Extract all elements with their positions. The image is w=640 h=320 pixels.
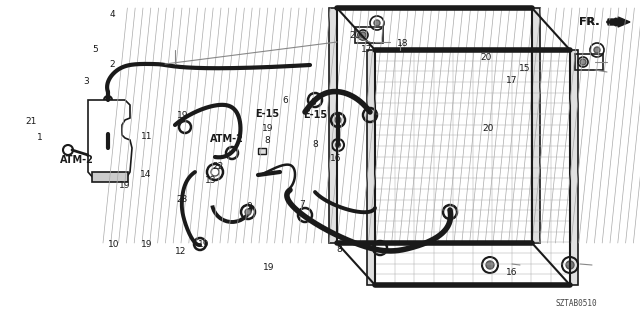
Text: 16: 16 <box>330 154 342 163</box>
Text: FR.: FR. <box>579 17 600 27</box>
Text: 17: 17 <box>506 76 518 84</box>
FancyArrow shape <box>608 17 630 27</box>
Circle shape <box>486 261 494 269</box>
Bar <box>355 27 383 43</box>
Text: 13: 13 <box>205 176 217 185</box>
Circle shape <box>374 20 380 26</box>
Circle shape <box>105 109 111 115</box>
Text: 19: 19 <box>119 181 131 190</box>
Text: E-15: E-15 <box>255 108 280 119</box>
Circle shape <box>104 99 111 106</box>
Bar <box>570 50 578 285</box>
Circle shape <box>245 209 251 215</box>
Bar <box>103 118 113 134</box>
Text: 22: 22 <box>212 162 223 171</box>
Text: 7: 7 <box>300 200 305 209</box>
Circle shape <box>566 261 574 269</box>
Text: 12: 12 <box>175 247 186 256</box>
Bar <box>367 50 375 285</box>
Text: 19: 19 <box>262 124 273 132</box>
Text: SZTAB0510: SZTAB0510 <box>555 299 596 308</box>
Text: 21: 21 <box>25 117 36 126</box>
Text: 10: 10 <box>108 240 120 249</box>
Text: 19: 19 <box>141 240 153 249</box>
Text: 8: 8 <box>265 136 270 145</box>
Text: 9: 9 <box>247 202 252 211</box>
Text: 16: 16 <box>506 268 518 277</box>
Text: 23: 23 <box>177 196 188 204</box>
Text: 1: 1 <box>37 133 42 142</box>
Circle shape <box>594 47 600 53</box>
Text: 4: 4 <box>109 10 115 19</box>
Text: 19: 19 <box>177 111 188 120</box>
Text: 11: 11 <box>141 132 153 140</box>
Bar <box>532 8 540 243</box>
Text: ATM-2: ATM-2 <box>211 134 244 144</box>
Bar <box>329 8 337 243</box>
Circle shape <box>335 142 340 148</box>
Text: FR.: FR. <box>579 17 600 27</box>
Text: 8: 8 <box>311 98 316 107</box>
Text: 8: 8 <box>337 245 342 254</box>
Polygon shape <box>88 100 132 180</box>
Text: 15: 15 <box>519 64 531 73</box>
Text: ATM-2: ATM-2 <box>60 155 93 165</box>
Circle shape <box>335 117 341 123</box>
Bar <box>575 54 603 70</box>
Text: 20: 20 <box>349 31 361 40</box>
Circle shape <box>580 59 586 65</box>
Text: 20: 20 <box>481 53 492 62</box>
Text: 20: 20 <box>482 124 493 132</box>
Circle shape <box>360 32 366 38</box>
Text: 8: 8 <box>312 140 317 148</box>
Text: 5: 5 <box>92 45 97 54</box>
Text: 17: 17 <box>361 45 372 54</box>
Text: 6: 6 <box>282 96 287 105</box>
Text: E-15: E-15 <box>303 110 327 120</box>
Text: 3: 3 <box>84 77 89 86</box>
Bar <box>92 172 128 182</box>
Text: 14: 14 <box>140 170 152 179</box>
Text: 19: 19 <box>198 240 209 249</box>
Text: 2: 2 <box>109 60 115 68</box>
Text: 18: 18 <box>397 39 409 48</box>
Bar <box>258 148 266 154</box>
Text: 19: 19 <box>263 263 275 272</box>
